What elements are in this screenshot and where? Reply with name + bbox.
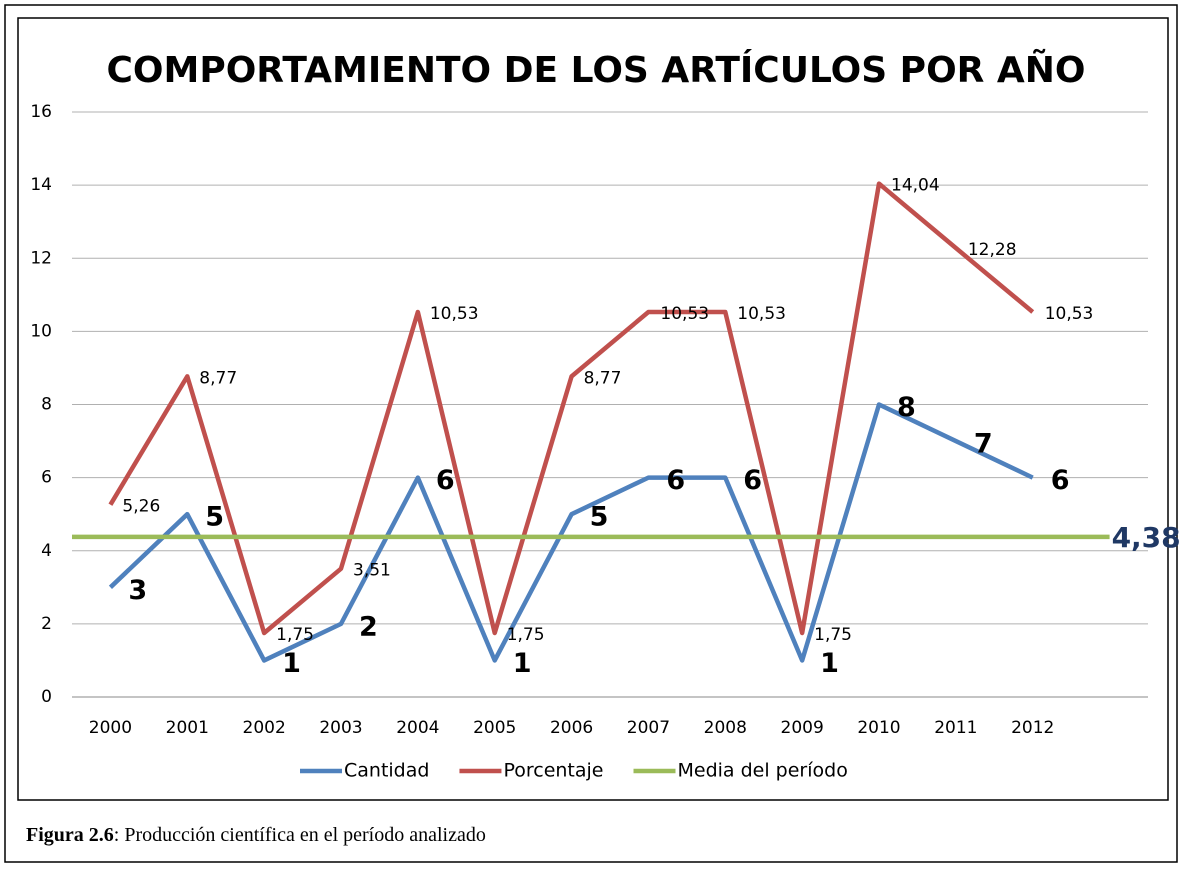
x-tick-label: 2006 [550,718,593,738]
data-label: 5 [205,502,224,533]
x-tick-label: 2000 [89,718,132,738]
data-label: 3 [128,575,147,606]
data-label: 5 [590,502,609,533]
y-tick-label: 10 [30,321,52,341]
x-tick-label: 2011 [934,718,977,738]
mean-label: 4,38 [1112,521,1181,554]
y-tick-label: 12 [30,248,52,268]
data-label: 1,75 [814,625,852,645]
x-tick-label: 2005 [473,718,516,738]
data-label: 5,26 [122,497,160,517]
legend-label: Media del período [678,760,848,782]
data-label: 3,51 [353,561,391,581]
y-tick-label: 4 [41,541,52,561]
y-tick-label: 0 [41,687,52,707]
y-tick-label: 16 [30,102,52,122]
x-tick-label: 2009 [781,718,824,738]
data-label: 10,53 [1045,304,1094,324]
x-tick-label: 2001 [166,718,209,738]
data-label: 1 [820,648,839,679]
figure-border [4,4,1178,863]
data-label: 2 [359,611,378,642]
x-tick-label: 2004 [396,718,439,738]
series-line [108,181,1035,636]
legend-label: Cantidad [344,760,429,782]
data-label: 1 [282,648,301,679]
data-label: 10,53 [737,304,786,324]
chart-title: COMPORTAMIENTO DE LOS ARTÍCULOS POR AÑO [106,49,1085,91]
y-tick-label: 6 [41,468,52,488]
data-label: 1,75 [276,625,314,645]
x-tick-label: 2010 [857,718,900,738]
x-tick-label: 2007 [627,718,670,738]
y-tick-label: 8 [41,395,52,415]
x-tick-label: 2008 [704,718,747,738]
x-tick-label: 2003 [319,718,362,738]
data-label: 8 [897,392,916,423]
data-label: 10,53 [430,304,479,324]
data-label: 6 [1051,465,1070,496]
data-label: 8,77 [199,368,237,388]
data-label: 6 [743,465,762,496]
caption-label: Figura 2.6 [26,824,114,846]
legend-label: Porcentaje [503,760,603,782]
y-tick-label: 2 [41,614,52,634]
data-label: 10,53 [660,304,709,324]
data-label: 12,28 [968,240,1017,260]
y-tick-label: 14 [30,175,52,195]
data-label: 1 [513,648,532,679]
x-tick-label: 2002 [243,718,286,738]
data-label: 6 [666,465,685,496]
data-label: 1,75 [507,625,545,645]
chart-border [17,17,1169,801]
data-label: 8,77 [584,368,622,388]
x-tick-label: 2012 [1011,718,1054,738]
data-label: 14,04 [891,176,940,196]
data-label: 7 [974,429,993,460]
series-line [108,402,1034,663]
caption: Figura 2.6: Producción científica en el … [26,824,486,846]
data-label: 6 [436,465,455,496]
caption-text: : Producción científica en el período an… [114,824,486,846]
